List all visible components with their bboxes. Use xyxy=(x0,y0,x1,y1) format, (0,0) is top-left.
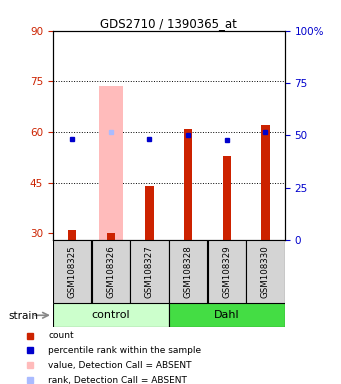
Bar xyxy=(223,156,231,240)
Text: strain: strain xyxy=(9,311,39,321)
Text: GSM108327: GSM108327 xyxy=(145,245,154,298)
Bar xyxy=(261,125,270,240)
Bar xyxy=(208,240,246,303)
Bar xyxy=(107,233,115,240)
Text: GSM108328: GSM108328 xyxy=(183,245,193,298)
Text: count: count xyxy=(48,331,74,340)
Text: GSM108325: GSM108325 xyxy=(68,245,77,298)
Bar xyxy=(246,240,284,303)
Text: GSM108326: GSM108326 xyxy=(106,245,115,298)
Text: control: control xyxy=(91,310,130,320)
Bar xyxy=(99,86,123,240)
Text: GSM108330: GSM108330 xyxy=(261,245,270,298)
Text: GSM108329: GSM108329 xyxy=(222,245,231,298)
Bar xyxy=(169,240,207,303)
Text: value, Detection Call = ABSENT: value, Detection Call = ABSENT xyxy=(48,361,192,370)
Bar xyxy=(53,303,168,327)
Title: GDS2710 / 1390365_at: GDS2710 / 1390365_at xyxy=(100,17,237,30)
Text: Dahl: Dahl xyxy=(214,310,240,320)
Bar xyxy=(169,303,284,327)
Bar xyxy=(145,186,154,240)
Bar xyxy=(53,240,91,303)
Bar xyxy=(184,129,192,240)
Text: percentile rank within the sample: percentile rank within the sample xyxy=(48,346,202,355)
Bar xyxy=(130,240,168,303)
Text: rank, Detection Call = ABSENT: rank, Detection Call = ABSENT xyxy=(48,376,187,384)
Bar xyxy=(92,240,130,303)
Bar xyxy=(68,230,76,240)
